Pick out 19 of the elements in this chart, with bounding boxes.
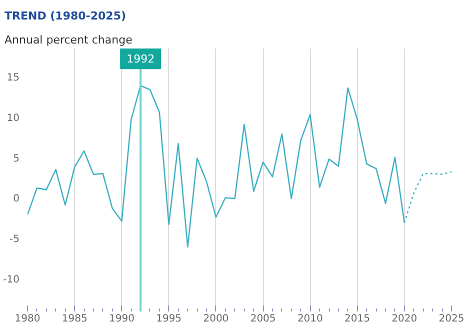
y-tick-label: 0	[13, 194, 20, 205]
y-tick-label: -5	[10, 234, 20, 246]
y-axis-title: Annual percent change	[4, 34, 133, 46]
x-tick-label: 1990	[109, 314, 134, 324]
x-tick-label: 1995	[156, 314, 182, 324]
x-tick-label: 2025	[438, 314, 464, 324]
chart-title: TREND (1980-2025)	[4, 10, 126, 22]
x-tick-label: 2005	[250, 314, 276, 324]
x-tick-label: 2020	[392, 314, 418, 324]
x-tick-label: 2000	[203, 314, 229, 324]
y-tick-label: 5	[13, 153, 20, 164]
ref-line-label: 1992	[126, 52, 155, 66]
x-tick-label: 1985	[62, 314, 88, 324]
y-tick-label: -10	[3, 274, 20, 286]
x-tick-label: 1980	[14, 314, 40, 324]
y-tick-label: 10	[6, 113, 20, 124]
x-tick-label: 2010	[297, 314, 323, 324]
x-tick-label: 2015	[344, 314, 370, 324]
y-tick-label: 15	[6, 72, 20, 84]
